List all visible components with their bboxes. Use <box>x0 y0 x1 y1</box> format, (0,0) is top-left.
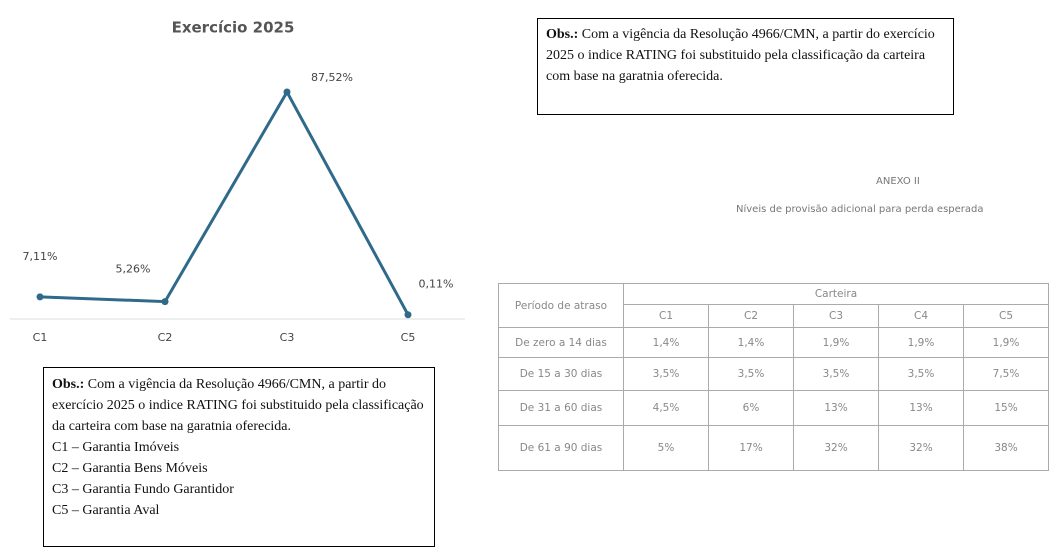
chart: Exercício 2025 7,11% C1 5,26% C2 87,52% C3 0,1… <box>10 19 465 344</box>
line <box>39 88 410 316</box>
x-tick-label: C5 <box>401 331 416 344</box>
row-label: De 15 a 30 dias <box>498 357 624 391</box>
data-label: 0,11% <box>419 278 454 291</box>
point <box>161 298 169 306</box>
cell: 38% <box>963 425 1049 471</box>
note-label: Obs.: <box>52 377 85 392</box>
note-text: Com a vigência da Resolução 4966/CMN, a … <box>546 27 935 84</box>
data-label: 5,26% <box>116 263 151 276</box>
column-header: C3 <box>793 304 879 328</box>
table: Período de atraso Carteira C1 C2 C3 C4 C5 De ze… <box>498 283 1049 471</box>
point <box>36 293 44 301</box>
row-label: De zero a 14 dias <box>498 327 624 358</box>
cell: 1,9% <box>878 327 964 358</box>
cell: 4,5% <box>623 390 709 426</box>
column-header: C2 <box>708 304 794 328</box>
note-top: Obs.: Com a vigência da Resolução 4966/C… <box>537 18 954 115</box>
column-header: C4 <box>878 304 964 328</box>
note-bottom: Obs.: Com a vigência da Resolução 4966/C… <box>43 367 435 547</box>
cell: 1,9% <box>963 327 1049 358</box>
point <box>283 88 291 96</box>
cell: 32% <box>793 425 879 471</box>
group-header: Carteira <box>623 283 1049 305</box>
row-label: De 31 a 60 dias <box>498 390 624 426</box>
cell: 1,9% <box>793 327 879 358</box>
legend-item: C3 – Garantia Fundo Garantidor <box>52 482 234 497</box>
cell: 5% <box>623 425 709 471</box>
x-tick-label: C1 <box>33 331 48 344</box>
cell: 6% <box>708 390 794 426</box>
cell: 3,5% <box>878 357 964 391</box>
note-text: Com a vigência da Resolução 4966/CMN, a … <box>52 377 424 434</box>
annex-subtitle: Níveis de provisão adicional para perda … <box>736 204 984 215</box>
row-header: Período de atraso <box>498 283 624 328</box>
cell: 1,4% <box>623 327 709 358</box>
x-tick-label: C2 <box>158 331 173 344</box>
cell: 15% <box>963 390 1049 426</box>
cell: 3,5% <box>793 357 879 391</box>
column-header: C1 <box>623 304 709 328</box>
row-label: De 61 a 90 dias <box>498 425 624 471</box>
legend-item: C5 – Garantia Aval <box>52 503 160 518</box>
cell: 3,5% <box>623 357 709 391</box>
data-label: 7,11% <box>23 250 58 263</box>
note-label: Obs.: <box>546 27 579 42</box>
point <box>404 311 412 319</box>
data-label: 87,52% <box>311 71 353 84</box>
cell: 7,5% <box>963 357 1049 391</box>
chart-title: Exercício 2025 <box>172 19 295 37</box>
column-header: C5 <box>963 304 1049 328</box>
cell: 13% <box>878 390 964 426</box>
legend-item: C2 – Garantia Bens Móveis <box>52 461 208 476</box>
cell: 3,5% <box>708 357 794 391</box>
legend-item: C1 – Garantia Imóveis <box>52 440 180 455</box>
cell: 32% <box>878 425 964 471</box>
cell: 1,4% <box>708 327 794 358</box>
cell: 13% <box>793 390 879 426</box>
annex-title: ANEXO II <box>876 176 920 187</box>
cell: 17% <box>708 425 794 471</box>
x-tick-label: C3 <box>280 331 295 344</box>
